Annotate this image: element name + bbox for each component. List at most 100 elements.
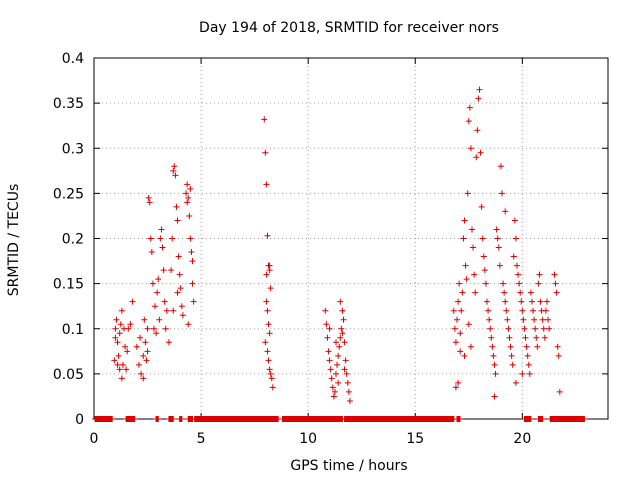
data-point	[264, 348, 271, 355]
data-point	[144, 325, 151, 332]
data-point	[145, 194, 152, 201]
data-point	[553, 289, 560, 296]
data-point	[535, 280, 542, 287]
data-point	[177, 285, 184, 292]
data-point	[150, 325, 157, 332]
data-point	[507, 343, 514, 350]
data-point	[159, 244, 166, 251]
data-point	[178, 303, 185, 310]
data-point	[266, 330, 273, 337]
data-point	[554, 343, 561, 350]
data-point	[157, 235, 164, 242]
data-point	[163, 307, 170, 314]
data-point	[459, 289, 466, 296]
data-point	[517, 289, 524, 296]
data-point	[469, 226, 476, 233]
data-point	[133, 343, 140, 350]
zero-value-marker	[170, 416, 177, 422]
data-point	[542, 307, 549, 314]
data-point	[501, 289, 508, 296]
data-point	[490, 352, 497, 359]
data-point	[336, 343, 343, 350]
data-point	[169, 235, 176, 242]
data-point	[143, 357, 150, 364]
x-tick-label: 0	[90, 431, 99, 447]
data-point	[487, 325, 494, 332]
data-point	[137, 334, 144, 341]
data-point	[497, 163, 504, 170]
data-point	[520, 316, 527, 323]
data-point	[344, 379, 351, 386]
data-point	[160, 267, 167, 274]
data-point	[112, 325, 119, 332]
data-point	[457, 348, 464, 355]
data-point	[528, 298, 535, 305]
data-point	[471, 271, 478, 278]
data-point	[516, 280, 523, 287]
data-point	[148, 249, 155, 256]
data-point	[481, 267, 488, 274]
data-point	[466, 104, 473, 111]
zero-value-marker	[581, 416, 588, 422]
data-point	[342, 357, 349, 364]
zero-value-marker	[109, 416, 116, 422]
data-point	[521, 325, 528, 332]
data-point	[541, 334, 548, 341]
data-point	[185, 321, 192, 328]
data-point	[146, 199, 153, 206]
data-point	[485, 307, 492, 314]
data-point	[508, 352, 515, 359]
data-point	[176, 271, 183, 278]
data-point	[518, 298, 525, 305]
data-point	[346, 397, 353, 404]
data-point	[460, 235, 467, 242]
data-point	[118, 307, 125, 314]
data-point	[456, 280, 463, 287]
data-point	[341, 366, 348, 373]
data-point	[263, 181, 270, 188]
data-point	[165, 339, 172, 346]
data-point	[183, 190, 190, 197]
data-point	[262, 149, 269, 156]
data-point	[330, 393, 337, 400]
data-point	[509, 361, 516, 368]
data-point	[113, 316, 120, 323]
data-point	[116, 366, 123, 373]
y-tick-label: 0.15	[53, 277, 84, 293]
data-point	[326, 357, 333, 364]
data-point	[328, 375, 335, 382]
zero-value-marker	[178, 416, 185, 422]
data-point	[323, 321, 330, 328]
data-point	[486, 316, 493, 323]
data-point	[174, 217, 181, 224]
data-point	[262, 339, 269, 346]
zero-marker-layer	[92, 416, 588, 422]
data-point	[170, 167, 177, 174]
data-point	[546, 325, 553, 332]
y-tick-label: 0.4	[62, 51, 84, 67]
data-point	[324, 334, 331, 341]
data-point	[325, 348, 332, 355]
data-point	[479, 235, 486, 242]
data-point	[532, 325, 539, 332]
data-point	[341, 339, 348, 346]
y-tick-label: 0.3	[62, 141, 84, 157]
data-point	[545, 316, 552, 323]
data-point	[264, 307, 271, 314]
data-point	[171, 163, 178, 170]
data-point	[135, 361, 142, 368]
data-point	[556, 388, 563, 395]
data-point	[489, 343, 496, 350]
data-point	[533, 334, 540, 341]
data-point	[179, 312, 186, 319]
data-point	[491, 393, 498, 400]
data-point	[140, 375, 147, 382]
data-point	[118, 375, 125, 382]
data-point	[555, 352, 562, 359]
y-tick-label: 0.25	[53, 186, 84, 202]
data-point	[188, 249, 195, 256]
data-point	[515, 271, 522, 278]
data-point	[123, 366, 130, 373]
data-point	[472, 289, 479, 296]
data-point	[263, 298, 270, 305]
